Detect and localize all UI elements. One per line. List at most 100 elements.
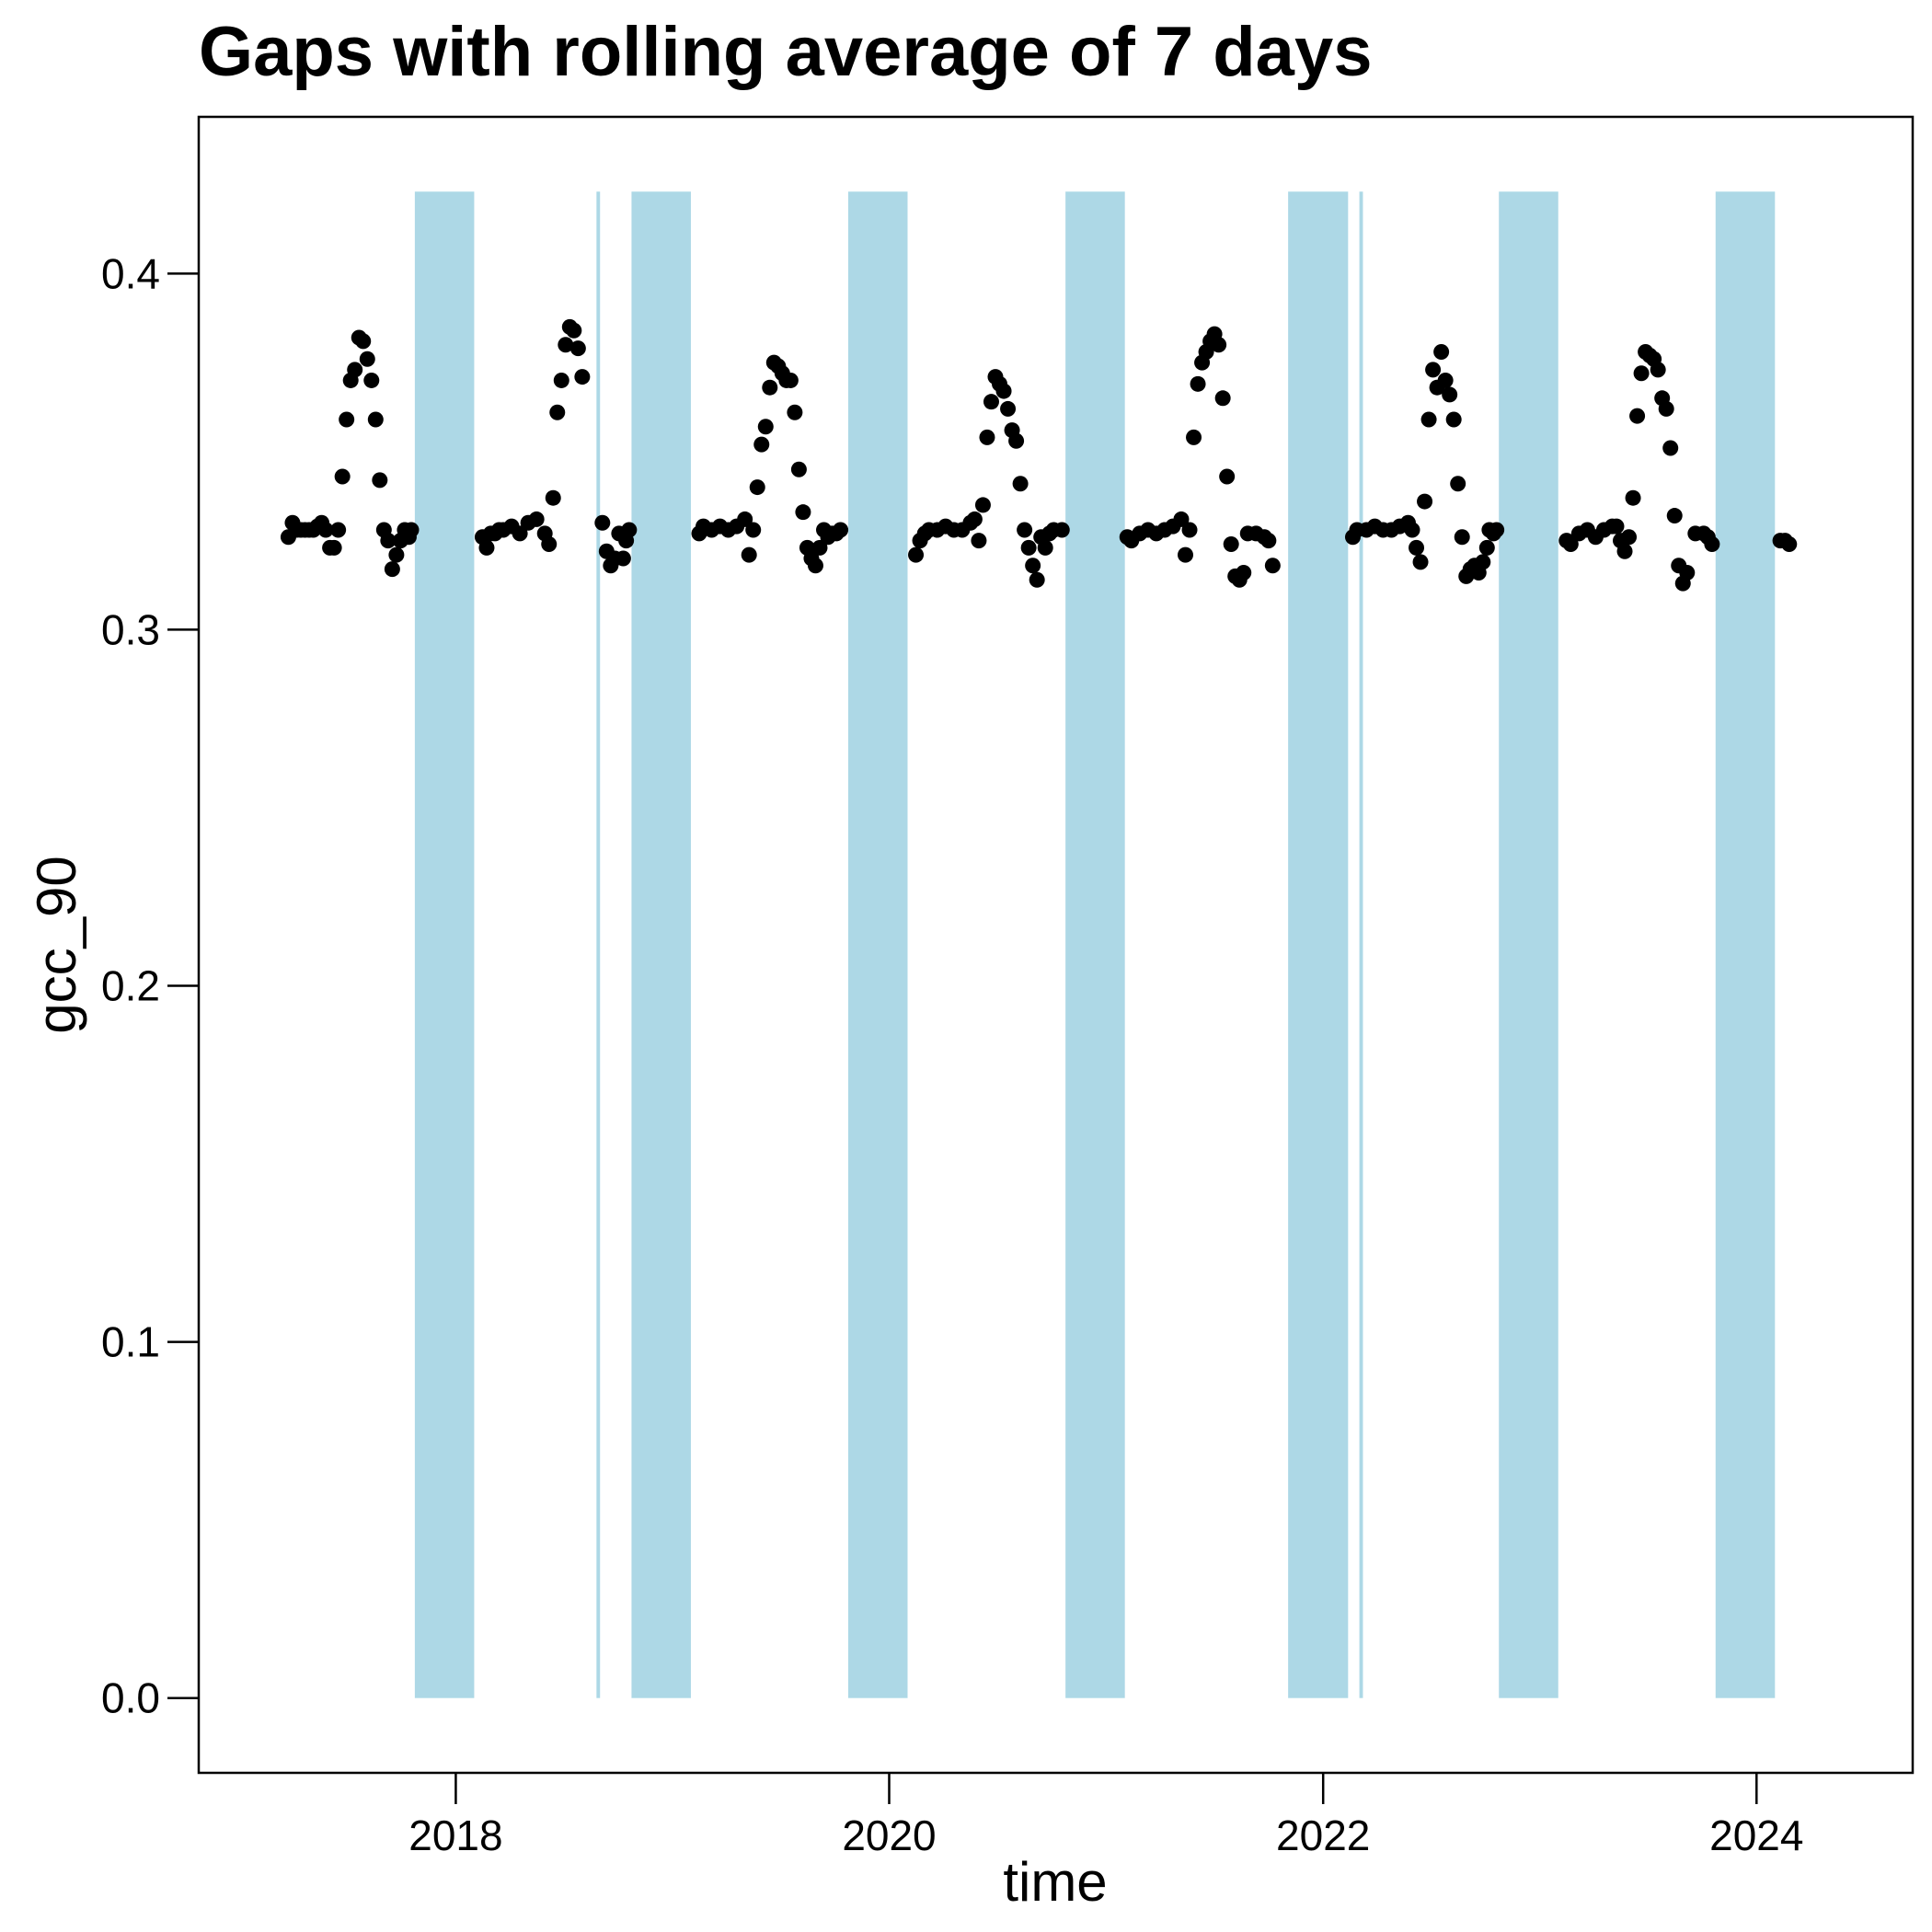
data-point-20 [359, 351, 375, 367]
data-point-138 [1219, 468, 1236, 485]
data-point-199 [1666, 508, 1683, 524]
y-axis: 0.0 0.1 0.2 0.3 0.4 [101, 249, 199, 1722]
data-point-142 [1236, 564, 1252, 581]
data-point-77 [782, 372, 799, 388]
data-point-51 [574, 369, 591, 385]
data-point-67 [741, 546, 757, 563]
data-point-21 [363, 372, 380, 388]
data-point-136 [1211, 337, 1227, 353]
y-tick-label-0.1: 0.1 [101, 1318, 160, 1366]
data-point-163 [1433, 343, 1450, 360]
data-point-27 [388, 546, 405, 563]
data-point-39 [512, 525, 528, 542]
data-point-19 [355, 333, 372, 350]
data-point-100 [971, 533, 987, 549]
data-point-167 [1450, 476, 1466, 492]
x-tick-label-2020: 2020 [842, 1811, 936, 1859]
data-point-41 [528, 511, 545, 527]
data-point-47 [558, 337, 574, 353]
data-point-111 [1017, 522, 1033, 538]
gap-bands [414, 191, 1776, 1698]
data-point-139 [1223, 536, 1239, 553]
data-point-43 [541, 536, 558, 553]
data-point-209 [1781, 536, 1798, 553]
data-point-161 [1425, 362, 1442, 378]
data-point-107 [1000, 400, 1017, 417]
x-tick-label-2022: 2022 [1276, 1811, 1370, 1859]
data-point-173 [1475, 554, 1491, 570]
data-point-70 [753, 436, 770, 453]
data-point-72 [762, 379, 778, 396]
data-point-147 [1264, 558, 1281, 574]
data-point-109 [1008, 432, 1025, 449]
data-points [280, 318, 1798, 592]
x-tick-label-2024: 2024 [1709, 1811, 1803, 1859]
data-point-15 [339, 411, 355, 428]
data-point-197 [1658, 400, 1674, 417]
plot-panel-border [197, 115, 1915, 1775]
data-point-116 [1037, 539, 1053, 556]
data-point-68 [745, 522, 762, 538]
data-point-157 [1409, 539, 1425, 556]
data-point-159 [1417, 493, 1433, 510]
data-point-25 [380, 533, 397, 549]
data-point-49 [566, 322, 582, 339]
data-point-14 [334, 468, 351, 485]
data-point-185 [1608, 518, 1625, 535]
data-point-187 [1616, 543, 1633, 559]
data-point-90 [908, 546, 925, 563]
data-point-44 [545, 489, 561, 506]
data-point-165 [1442, 386, 1458, 403]
data-point-101 [974, 497, 991, 513]
data-point-146 [1260, 533, 1277, 549]
data-point-129 [1181, 522, 1198, 538]
gap-band-3 [631, 191, 691, 1698]
data-point-50 [569, 340, 586, 357]
y-tick-label-0.2: 0.2 [101, 962, 160, 1010]
data-point-12 [326, 539, 342, 556]
data-point-23 [372, 472, 388, 489]
data-point-46 [553, 372, 569, 388]
gap-band-6 [1288, 191, 1349, 1698]
data-point-113 [1025, 558, 1041, 574]
data-point-188 [1621, 529, 1638, 546]
data-point-128 [1177, 546, 1193, 563]
data-point-69 [749, 479, 765, 496]
y-tick-label-0.3: 0.3 [101, 605, 160, 653]
x-tick-label-2018: 2018 [408, 1811, 502, 1859]
data-point-130 [1186, 429, 1202, 445]
gap-band-2 [596, 191, 601, 1698]
chart-title: Gaps with rolling average of 7 days [199, 13, 1373, 91]
data-point-131 [1190, 375, 1206, 392]
data-point-71 [757, 419, 774, 435]
y-tick-label-0.4: 0.4 [101, 249, 160, 297]
data-point-112 [1020, 539, 1037, 556]
data-point-17 [347, 362, 363, 378]
data-point-195 [1650, 362, 1666, 378]
data-point-191 [1633, 365, 1650, 382]
data-point-79 [790, 461, 807, 477]
x-axis-label: time [1003, 1851, 1107, 1913]
data-point-190 [1629, 408, 1646, 424]
data-point-80 [795, 504, 811, 521]
data-point-103 [983, 394, 999, 410]
data-point-26 [384, 561, 400, 578]
data-point-10 [317, 522, 334, 538]
data-point-174 [1478, 539, 1495, 556]
gap-band-7 [1359, 191, 1363, 1698]
data-point-106 [995, 383, 1012, 399]
data-point-168 [1454, 529, 1470, 546]
data-point-22 [367, 411, 384, 428]
gap-band-4 [847, 191, 908, 1698]
data-point-102 [979, 429, 995, 445]
y-tick-label-0.0: 0.0 [101, 1674, 160, 1722]
data-point-156 [1404, 522, 1420, 538]
data-point-177 [1489, 522, 1505, 538]
data-point-179 [1562, 536, 1579, 553]
data-point-202 [1679, 564, 1696, 581]
data-point-99 [966, 511, 983, 527]
gap-band-8 [1499, 191, 1558, 1698]
data-point-160 [1420, 411, 1437, 428]
data-point-166 [1445, 411, 1462, 428]
